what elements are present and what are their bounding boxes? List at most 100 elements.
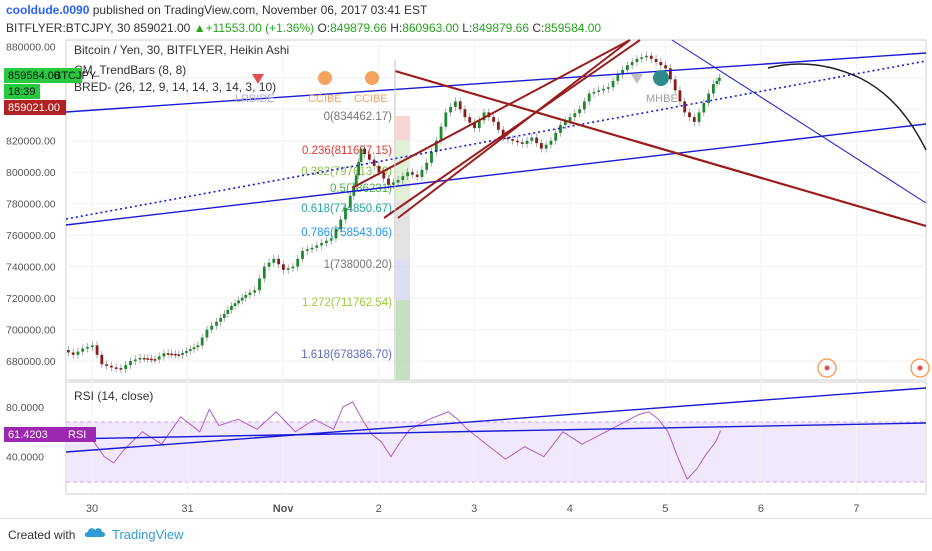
price-text: 859021.00 (133, 21, 191, 35)
fib-retracement[interactable]: 0(834462.17) 0.236(811697.15) 0.382(797613… (301, 111, 410, 380)
candle-body (492, 117, 496, 122)
author-link[interactable]: cooldude.0090 (6, 3, 90, 17)
fib-level-label: 1(738000.20) (324, 259, 393, 271)
fib-level-label: 0.236(811697.15) (302, 145, 392, 157)
rsi-series (65, 401, 722, 480)
candle-body (630, 62, 634, 66)
rsi-label[interactable]: RSI (14, close) (74, 389, 153, 403)
candle-body (401, 176, 405, 181)
footer: Created with TradingView (0, 518, 932, 551)
candle-body (430, 151, 433, 163)
projection-curve[interactable] (767, 63, 927, 151)
time-tick-label: 5 (662, 503, 668, 515)
candle-body (597, 90, 601, 92)
candle-body (344, 207, 347, 220)
candle-body (621, 69, 625, 75)
candle-body (420, 169, 424, 177)
rsi-trendline-2[interactable] (65, 422, 927, 440)
indicator-1-label[interactable]: CM_TrendBars (8, 8) (74, 63, 186, 77)
candle-body (707, 93, 711, 103)
candle-body (434, 140, 438, 152)
candle-body (611, 80, 615, 88)
candle-body (539, 143, 543, 149)
candle-body (305, 249, 309, 251)
time-tick-label: 6 (758, 503, 764, 515)
current-price-value: 859021.00 (8, 102, 60, 114)
candle-body (606, 87, 610, 89)
candle-body (219, 317, 223, 322)
price-series (66, 51, 721, 373)
candle-body (348, 195, 352, 208)
price-tick-label: 880000.00 (6, 41, 56, 53)
created-with-text: Created with (8, 528, 76, 542)
red-fan-line-2[interactable] (397, 39, 631, 219)
fib-zone-4 (396, 260, 410, 300)
candle-body (563, 121, 567, 125)
candle-body (177, 354, 181, 356)
candle-body (711, 84, 715, 94)
chart-title: Bitcoin / Yen, 30, BITFLYER, Heikin Ashi (74, 43, 289, 57)
marker-mhbe: MHBE (646, 93, 678, 105)
tradingview-link[interactable]: TradingView (112, 527, 184, 542)
dotted-mid-line[interactable] (65, 60, 927, 220)
h-label: H: (390, 21, 403, 35)
last-price-bg (4, 68, 82, 83)
time-axis: 3031Nov23456718:00 (86, 503, 860, 515)
candle-body (568, 117, 572, 122)
candle-body (215, 321, 218, 326)
descending-red-line[interactable] (394, 69, 927, 228)
symbol-line: BITFLYER:BTCJPY, 30 859021.00 ▲+11553.00… (6, 21, 601, 35)
candle-body (71, 352, 75, 355)
rsi-trendline-1[interactable] (65, 387, 927, 453)
trendlines[interactable] (65, 39, 927, 380)
price-tick-label: 820000.00 (6, 136, 56, 148)
marker-ccibe-2: CCIBE (354, 93, 388, 105)
rsi-value-bg (4, 427, 96, 442)
candle-body (109, 365, 113, 368)
candle-body (301, 250, 304, 259)
candle-body (544, 144, 548, 149)
candle-body (200, 337, 204, 346)
candle-body (286, 268, 290, 270)
candle-body (473, 122, 476, 129)
candle-body (233, 303, 237, 307)
candle-body (468, 117, 472, 123)
candle-body (138, 357, 142, 360)
candle-body (578, 109, 582, 114)
candle-body (339, 219, 343, 229)
candle-body (334, 228, 338, 239)
candle-body (516, 140, 519, 143)
candle-body (717, 77, 721, 81)
candle-body (281, 264, 285, 270)
candle-body (244, 295, 248, 298)
candle-body (391, 182, 395, 185)
candle-body (501, 129, 505, 138)
candle-body (668, 68, 672, 80)
l-value: 849879.66 (472, 21, 530, 35)
down-triangle-icon (252, 74, 264, 84)
candle-body (640, 57, 644, 59)
c-value: 859584.00 (544, 21, 602, 35)
candle-body (511, 139, 515, 141)
candle-body (482, 112, 486, 121)
candle-body (688, 112, 691, 118)
lower-channel-line[interactable] (65, 123, 927, 226)
indicator-2-label[interactable]: BRED- (26, 12, 9, 14, 14, 3, 14, 3, 10) (74, 80, 276, 94)
candle-body (506, 137, 510, 140)
candle-body (230, 306, 233, 310)
red-fan-line-3[interactable] (351, 39, 631, 189)
upper-channel-line[interactable] (65, 52, 927, 113)
candle-body (649, 55, 653, 59)
ccibe-dot-1 (318, 71, 332, 85)
time-tick-label: 4 (567, 503, 573, 515)
price-pane[interactable] (65, 39, 927, 381)
red-fan-line-1[interactable] (383, 39, 641, 219)
fib-level-label: 0.786(758543.06) (301, 227, 392, 239)
rsi-tick-label: 40.0000 (6, 452, 44, 464)
descending-blue-line[interactable] (671, 39, 927, 204)
candle-body (166, 353, 170, 355)
published-text: published on TradingView.com, November 0… (92, 3, 428, 17)
time-left-bg (4, 84, 40, 99)
chart-canvas[interactable]: 880000.00860000.00840000.00820000.008000… (0, 38, 932, 518)
fib-zone-1 (396, 116, 410, 140)
